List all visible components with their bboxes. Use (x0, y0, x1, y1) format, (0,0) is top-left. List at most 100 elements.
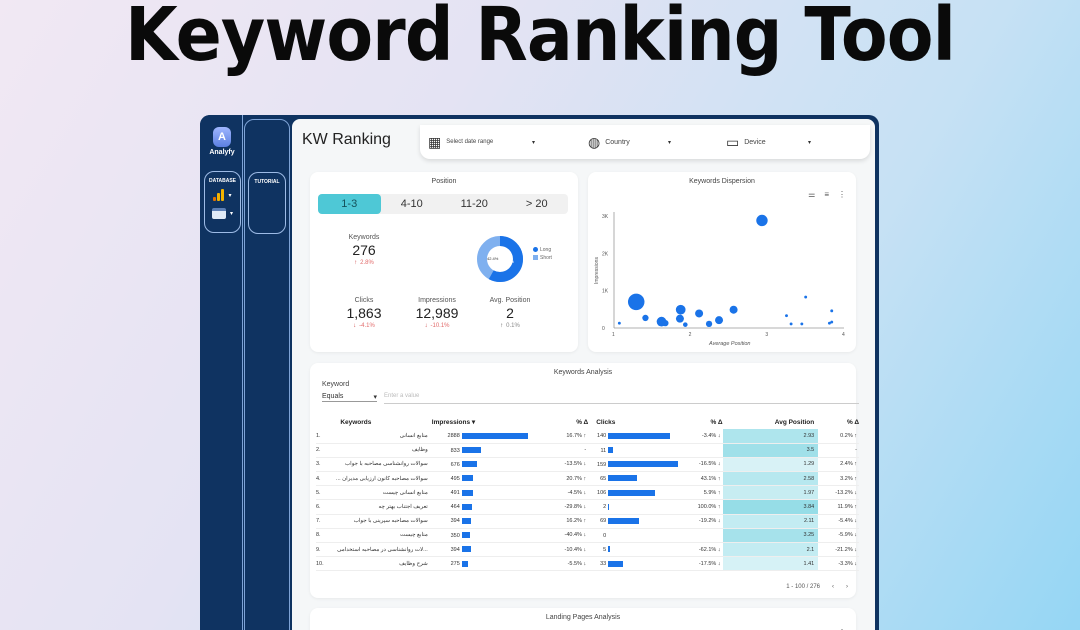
col-clicks[interactable]: Clicks (596, 418, 616, 426)
svg-text:4: 4 (842, 332, 845, 338)
col-avg-delta[interactable]: % Δ (846, 418, 859, 426)
svg-text:Average Position: Average Position (708, 341, 750, 347)
table-row[interactable]: 1. منابع انسانی 2888 16.7% ↑ 140 -3.4% ↓ 2.93 0… (316, 429, 859, 444)
tab-1-3[interactable]: 1-3 (318, 194, 381, 214)
analytics-icon (213, 189, 225, 201)
impressions-bar (461, 532, 470, 539)
device-filter[interactable]: ▭ Device ▾ (726, 133, 812, 150)
table-row[interactable]: 7. سوالات مصاحبه سپرینی با جواب 394 16.2% ↑… (316, 514, 859, 529)
filter-icon[interactable]: ≡ (824, 628, 829, 630)
table-row[interactable]: 6. تعریف اجتناب بهتر چه 464 -29.8% ↓ 2 100.0%… (316, 499, 859, 515)
landing-pages-title: Landing Pages Analysis (545, 614, 621, 621)
logo[interactable]: A Analyfy (209, 127, 235, 156)
keywords-analysis-card: Keywords Analysis Keyword Equals ▾ Enter… (310, 363, 859, 598)
tutorial-column: TUTORIAL (244, 119, 290, 630)
date-range-filter[interactable]: ▦ Select date range ▾ (428, 133, 536, 150)
clicks-bar (608, 461, 679, 468)
impressions-bar (461, 517, 471, 524)
hero-title: Keyword Ranking Tool (124, 0, 956, 78)
filter-icon[interactable]: ≡ (824, 190, 829, 199)
clicks-bar (608, 432, 670, 439)
keyword-cell: سوالات مصاحبه کانون ارزیابی مدیران ... (334, 471, 432, 487)
dashboard-window: A Analyfy DATABASE ▾ ▾ TUTORIAL KW Ranki… (200, 115, 879, 630)
next-page-icon[interactable]: › (846, 584, 848, 590)
svg-text:42.4%: 42.4% (487, 256, 499, 261)
impressions-bar (461, 475, 474, 482)
analytics-source-button[interactable]: ▾ (205, 188, 240, 202)
kpi-impressions: Impressions 12,989 ↓ -10.1% (415, 297, 459, 329)
keyword-operator-select[interactable]: Equals ▾ (322, 393, 377, 402)
keyword-filter-label: Keyword (322, 381, 350, 388)
page-title: KW Ranking (302, 131, 391, 148)
table-row[interactable]: 9. ...لات روانشناسی در مصاحبه استخدامی 394… (316, 542, 859, 558)
chevron-down-icon: ▾ (228, 192, 232, 199)
col-keywords[interactable]: Keywords (340, 418, 372, 426)
scatter-plot: 1 2 3 4 0 1K 2K 3K Average Position Impressions (594, 212, 845, 347)
impressions-bar (461, 447, 481, 454)
clicks-bar (608, 503, 610, 510)
chart-title: Keywords Dispersion (689, 178, 755, 185)
svg-text:3K: 3K (602, 214, 609, 220)
keywords-analysis-title: Keywords Analysis (553, 369, 613, 376)
impressions-bar (461, 489, 473, 496)
kpi-keywords: Keywords 276 ↑ 2.8% (348, 234, 380, 266)
chevron-down-icon: ▾ (229, 210, 233, 217)
tab-over-20[interactable]: > 20 (525, 198, 548, 210)
kpi-clicks: Clicks 1,863 ↓ -4.1% (346, 297, 382, 329)
filter-bar: ▦ Select date range ▾ ◍ Country ▾ ▭ Devi… (420, 125, 870, 159)
table-row[interactable]: 5. منابع انسانی چیست 491 -4.5% ↓ 106 5.9% ↑ 1.… (316, 485, 859, 501)
database-label: DATABASE (208, 178, 237, 184)
keyword-cell: منابع چیست (334, 528, 432, 544)
position-card: Position 1-3 4-10 11-20 > 20 Keywords 27… (310, 172, 578, 352)
keyword-value-input[interactable]: Enter a value (384, 393, 859, 404)
chevron-down-icon: ▾ (668, 139, 672, 146)
tutorial-button[interactable]: TUTORIAL (248, 172, 286, 234)
donut-chart: 42.4% 58% (475, 234, 525, 289)
prev-page-icon[interactable]: ‹ (832, 584, 834, 590)
keyword-cell: سوالات روانشناسی مصاحبه با جواب (334, 457, 432, 473)
clicks-bar (608, 517, 639, 524)
keyword-cell: وظایف (334, 443, 432, 458)
sliders-icon[interactable]: ⚌ (808, 628, 815, 630)
arrow-icon: ↓ (353, 323, 357, 329)
table-row[interactable]: 8. منابع چیست 350 -40.4% ↓ 0 3.25 -5.9% ↓ (316, 528, 859, 544)
chevron-down-icon: ▾ (373, 394, 377, 401)
country-filter[interactable]: ◍ Country ▾ (588, 133, 672, 150)
table-row[interactable]: 10. شرح وظایف 275 -5.5% ↓ 33 -17.5% ↓ 1.41 -3.3… (316, 556, 859, 572)
tab-11-20[interactable]: 11-20 (460, 198, 488, 210)
search-console-source-button[interactable]: ▾ (205, 206, 240, 220)
table-row[interactable]: 4. سوالات مصاحبه کانون ارزیابی مدیران ...… (316, 471, 859, 487)
col-clk-delta[interactable]: % Δ (710, 418, 723, 426)
clicks-bar (608, 546, 611, 553)
table-row[interactable]: 2. وظایف 833-11 3.5- (316, 443, 859, 458)
svg-text:1: 1 (612, 332, 615, 338)
sliders-icon[interactable]: ⚌ (808, 190, 816, 199)
logo-text: Analyfy (209, 149, 235, 156)
sidebar: A Analyfy DATABASE ▾ ▾ (200, 115, 243, 630)
position-card-title: Position (431, 178, 457, 185)
col-impressions[interactable]: Impressions ▾ (431, 419, 476, 426)
svg-text:3: 3 (765, 332, 768, 338)
impressions-bar (461, 503, 473, 510)
svg-text:58%: 58% (506, 259, 514, 264)
svg-text:2: 2 (689, 332, 692, 338)
position-tabs: 1-3 4-10 11-20 > 20 (318, 194, 568, 214)
more-vert-icon[interactable]: ⋮ (838, 190, 846, 199)
main-content: KW Ranking ▦ Select date range ▾ ◍ Count… (292, 119, 875, 630)
landing-pages-card: Landing Pages Analysis ⚌ ≡ ⋮ (310, 608, 856, 630)
impressions-bar (461, 560, 469, 567)
kpi-avg-position: Avg. Position 2 ↑ 0.1% (489, 297, 531, 329)
clicks-bar (608, 475, 637, 482)
col-avg-position[interactable]: Avg Position (774, 418, 815, 426)
clicks-bar (608, 560, 623, 567)
more-vert-icon[interactable]: ⋮ (838, 628, 846, 630)
tab-4-10[interactable]: 4-10 (400, 198, 423, 210)
col-imp-delta[interactable]: % Δ (576, 418, 589, 426)
impressions-bar (461, 546, 471, 553)
keyword-cell: شرح وظایف (334, 556, 432, 572)
impressions-bar (461, 432, 528, 439)
table-row[interactable]: 3. سوالات روانشناسی مصاحبه با جواب 676 -13.… (316, 457, 859, 473)
keyword-cell: ...لات روانشناسی در مصاحبه استخدامی (334, 542, 432, 558)
chevron-down-icon: ▾ (532, 139, 536, 146)
donut-legend: Long Short (533, 246, 552, 262)
